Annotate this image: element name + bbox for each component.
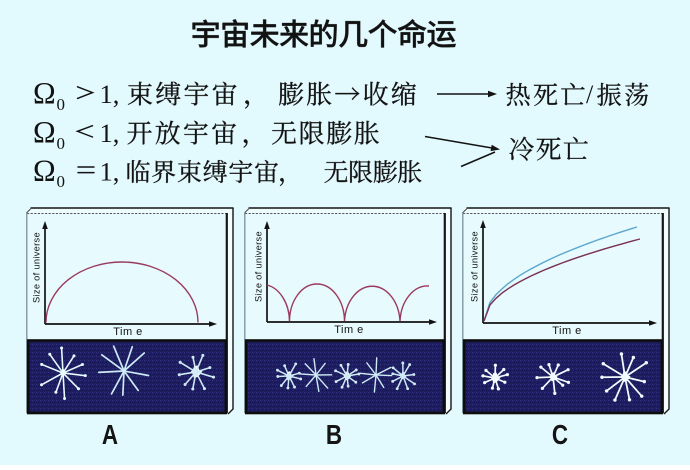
svg-text:A: A bbox=[102, 420, 118, 451]
svg-text:Tim e: Tim e bbox=[334, 324, 364, 336]
svg-text:C: C bbox=[552, 420, 568, 451]
svg-text:0: 0 bbox=[57, 172, 66, 191]
svg-text:Size of universe: Size of universe bbox=[254, 231, 264, 302]
svg-text:0: 0 bbox=[57, 134, 66, 153]
svg-text:Tim e: Tim e bbox=[552, 325, 582, 337]
svg-text:0: 0 bbox=[57, 95, 66, 114]
svg-text:/: / bbox=[586, 80, 594, 109]
svg-text:1,: 1, bbox=[100, 118, 120, 148]
svg-text:Ω: Ω bbox=[33, 154, 56, 188]
svg-text:B: B bbox=[326, 420, 342, 451]
svg-text:Size of universe: Size of universe bbox=[32, 232, 42, 303]
svg-text:1,: 1, bbox=[100, 79, 120, 109]
svg-text:Size of universe: Size of universe bbox=[470, 231, 480, 302]
svg-text:1,: 1, bbox=[100, 157, 120, 187]
svg-text:Tim e: Tim e bbox=[113, 326, 143, 338]
svg-text:Ω: Ω bbox=[33, 76, 56, 110]
svg-text:Ω: Ω bbox=[33, 115, 56, 149]
